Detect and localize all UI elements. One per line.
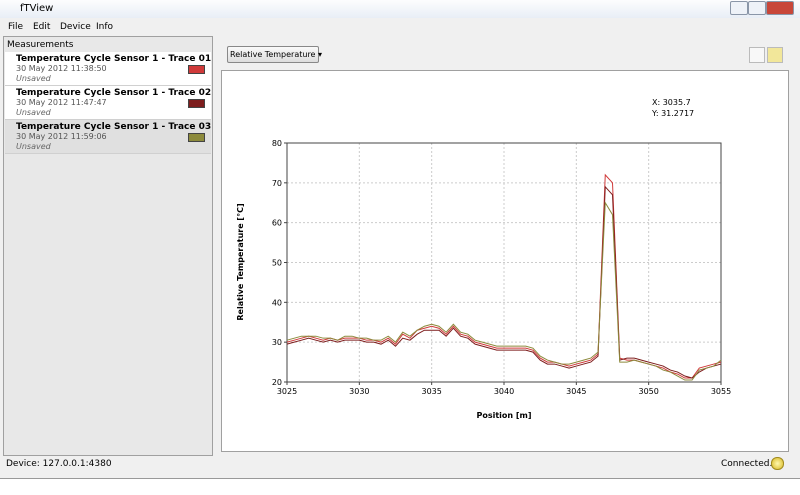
dropdown-label: Relative Temperature (230, 50, 316, 59)
close-button[interactable] (766, 1, 794, 15)
device-status: Device: 127.0.0.1:4380 (6, 459, 112, 469)
x-axis-label: Position [m] (476, 411, 531, 420)
x-tick-label: 3055 (711, 387, 731, 396)
status-light (771, 457, 784, 470)
window: fTView File Edit Device Info Measurements T… (0, 0, 800, 479)
x-tick-label: 3040 (494, 387, 514, 396)
y-tick-label: 80 (272, 139, 282, 148)
x-tick-label: 3030 (349, 387, 369, 396)
plot-frame (286, 142, 722, 383)
x-tick-label: 3025 (277, 387, 297, 396)
cursor-x: X: 3035.7 (652, 98, 691, 107)
measurements-panel: Measurements Temperature Cycle Sensor 1 … (3, 36, 213, 456)
measurement-date: 30 May 2012 11:38:50 (16, 64, 107, 73)
measurement-item[interactable]: Temperature Cycle Sensor 1 - Trace 03 30 … (5, 120, 211, 154)
measurement-item[interactable]: Temperature Cycle Sensor 1 - Trace 02 30 … (5, 86, 211, 120)
y-tick-label: 50 (272, 259, 282, 268)
menu-item[interactable]: File (8, 22, 24, 32)
color-swatch (188, 133, 205, 142)
menu-item[interactable]: Device (60, 22, 91, 32)
measurement-name: Temperature Cycle Sensor 1 - Trace 03 (16, 122, 212, 132)
y-tick-label: 40 (272, 298, 282, 307)
cursor-y: Y: 31.2717 (651, 109, 694, 118)
minimize-button[interactable] (730, 1, 748, 15)
y-tick-label: 60 (272, 219, 282, 228)
y-axis-label: Relative Temperature [°C] (236, 203, 245, 320)
menu-item[interactable]: Edit (33, 22, 51, 32)
y-tick-label: 20 (272, 378, 282, 387)
toolbar-button[interactable] (767, 47, 783, 63)
title-bar: fTView (0, 0, 800, 18)
measurement-date: 30 May 2012 11:47:47 (16, 98, 107, 107)
x-tick-label: 3045 (566, 387, 586, 396)
measurement-status: Unsaved (16, 142, 51, 151)
chart-panel: X: 3035.7 Y: 31.2717 Position [m] Relati… (221, 70, 789, 452)
x-tick-label: 3050 (638, 387, 658, 396)
measurement-status: Unsaved (16, 108, 51, 117)
series-line (286, 201, 722, 381)
y-tick-label: 30 (272, 338, 282, 347)
maximize-button[interactable] (748, 1, 766, 15)
x-tick-label: 3035 (421, 387, 441, 396)
panel-title: Measurements (7, 40, 74, 50)
window-title: fTView (20, 3, 54, 14)
measurement-name: Temperature Cycle Sensor 1 - Trace 01 (16, 54, 212, 64)
connection-status: Connected. (721, 459, 773, 469)
measurement-status: Unsaved (16, 74, 51, 83)
measurement-item[interactable]: Temperature Cycle Sensor 1 - Trace 01 30 … (5, 52, 211, 86)
color-swatch (188, 65, 205, 74)
measurement-name: Temperature Cycle Sensor 1 - Trace 02 (16, 88, 212, 98)
chart: X: 3035.7 Y: 31.2717 Position [m] Relati… (236, 98, 731, 420)
series-line (286, 185, 722, 379)
measurement-date: 30 May 2012 11:59:06 (16, 132, 107, 141)
toolbar-button[interactable] (749, 47, 765, 63)
y-tick-label: 70 (272, 179, 282, 188)
color-swatch (188, 99, 205, 108)
dropdown[interactable]: Relative Temperature ▾ (227, 46, 322, 63)
menu-item[interactable]: Info (96, 22, 114, 32)
